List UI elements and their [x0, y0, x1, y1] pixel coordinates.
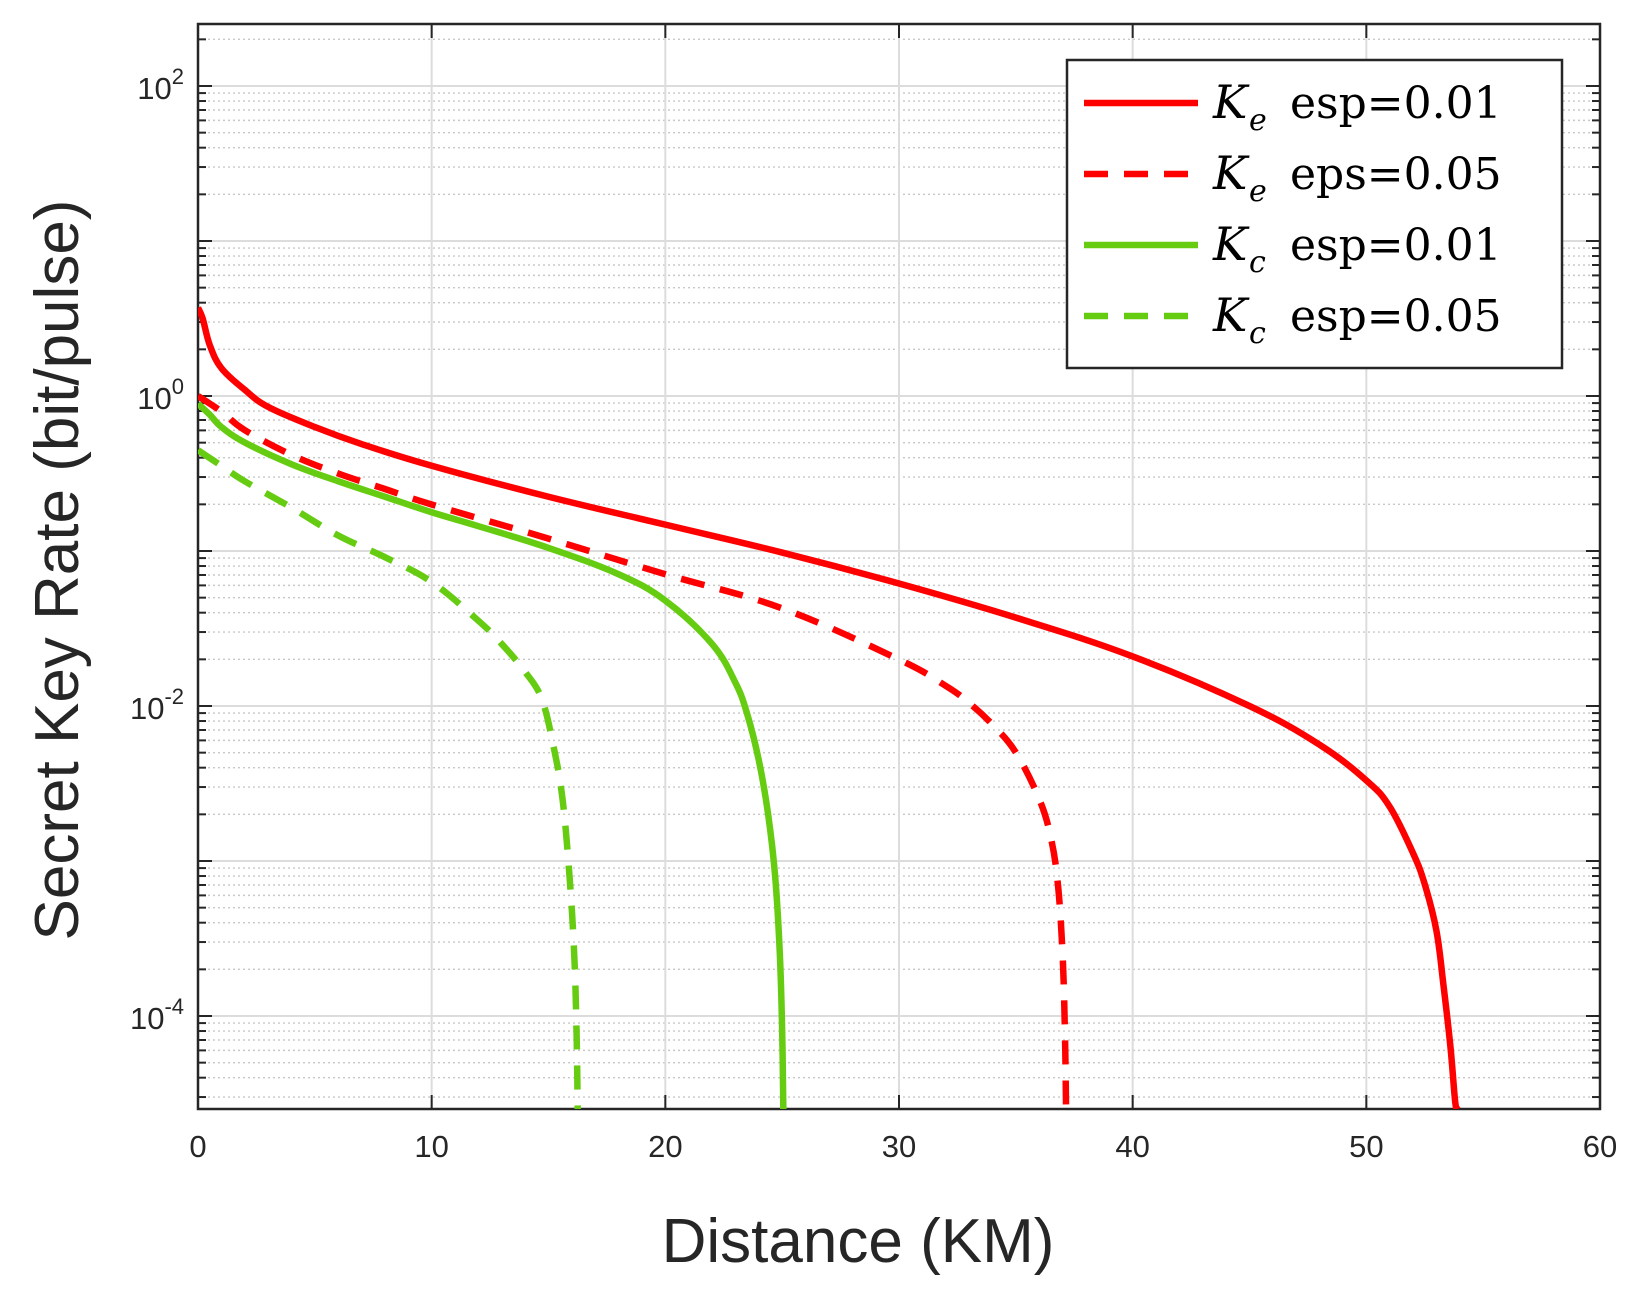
- legend-subscript: e: [1249, 174, 1267, 209]
- y-axis-title: Secret Key Rate (bit/pulse): [23, 200, 92, 941]
- y-tick-label: 100: [137, 374, 184, 416]
- y-tick-label: 10-4: [130, 994, 184, 1036]
- legend-subscript: c: [1249, 245, 1266, 280]
- legend-symbol: K: [1212, 146, 1250, 200]
- series-line-0: [198, 306, 1461, 1109]
- legend-label: eps=0.05: [1290, 149, 1502, 200]
- x-tick-label: 40: [1115, 1129, 1149, 1164]
- tick-marks: [197, 24, 1601, 1109]
- legend-label: esp=0.01: [1290, 220, 1502, 271]
- grid: [198, 24, 1600, 1109]
- legend-subscript: e: [1249, 103, 1267, 138]
- legend-subscript: c: [1249, 316, 1266, 351]
- series-line-2: [198, 401, 787, 1109]
- legend-label: esp=0.05: [1290, 291, 1502, 342]
- x-axis-title: Distance (KM): [662, 1207, 1055, 1276]
- x-tick-label: 20: [648, 1129, 682, 1164]
- y-tick-label: 102: [137, 64, 184, 106]
- series-layer: [198, 306, 1461, 1109]
- y-tick-label: 10-2: [130, 684, 184, 726]
- series-line-3: [198, 447, 581, 1109]
- y-tick-labels: 10-4 10-2 100 102: [130, 64, 184, 1036]
- legend-box: [1065, 58, 1564, 370]
- legend-symbol: K: [1212, 217, 1250, 271]
- legend-label: esp=0.01: [1290, 78, 1502, 129]
- x-tick-labels: 0 10 20 30 40 50 60: [189, 1129, 1617, 1164]
- legend-symbol: K: [1212, 288, 1250, 342]
- x-tick-label: 0: [189, 1129, 206, 1164]
- legend-symbol: K: [1212, 75, 1250, 129]
- x-tick-label: 10: [414, 1129, 448, 1164]
- x-tick-label: 30: [882, 1129, 916, 1164]
- series-line-1: [198, 393, 1070, 1109]
- x-tick-label: 60: [1583, 1129, 1617, 1164]
- x-tick-label: 50: [1349, 1129, 1383, 1164]
